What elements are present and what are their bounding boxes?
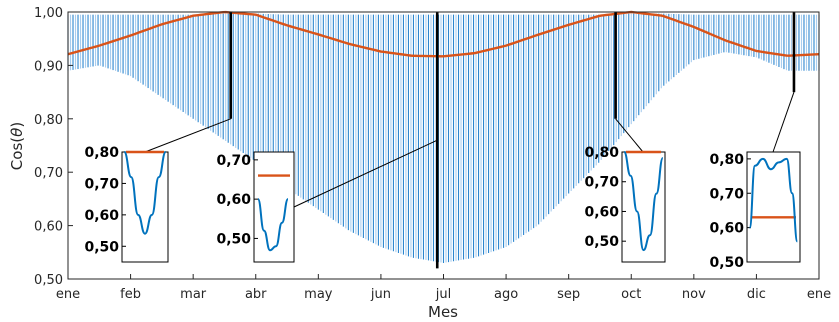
y-tick-label: 1,00 bbox=[34, 6, 63, 21]
x-tick-label: ago bbox=[494, 287, 518, 302]
y-tick-label: 0,50 bbox=[34, 273, 63, 288]
inset-tick-label: 0,80 bbox=[84, 145, 119, 161]
inset-tick-label: 0,70 bbox=[216, 153, 251, 169]
y-tick-label: 0,70 bbox=[34, 166, 63, 181]
y-tick-label: 0,60 bbox=[34, 220, 63, 235]
inset-connector bbox=[144, 118, 231, 153]
x-tick-label: jul bbox=[435, 287, 451, 302]
inset-connector bbox=[772, 91, 795, 153]
x-tick-label: oct bbox=[621, 287, 641, 302]
curve-series bbox=[67, 10, 820, 58]
inset-tick-label: 0,70 bbox=[584, 175, 619, 191]
inset-blue-curve bbox=[748, 157, 799, 243]
inset-connector bbox=[293, 139, 438, 208]
inset-tick-label: 0,80 bbox=[709, 152, 744, 168]
x-tick-label: abr bbox=[245, 287, 267, 302]
curve-layer bbox=[67, 10, 820, 58]
inset-tick-label: 0,60 bbox=[709, 221, 744, 237]
axis-layer: ene feb mar abr may jun jul ago sep oct nov dic ene0… bbox=[34, 6, 831, 302]
inset-tick-label: 0,60 bbox=[584, 204, 619, 220]
inset-tick-label: 0,70 bbox=[709, 186, 744, 202]
x-tick-label: may bbox=[304, 287, 333, 302]
y-axis-title: Cos(θ) bbox=[8, 122, 26, 170]
inset-tick-label: 0,60 bbox=[84, 208, 119, 224]
x-tick-label: ene bbox=[807, 287, 831, 302]
inset-connector bbox=[615, 118, 644, 153]
inset-3: 0,50 0,60 0,70 0,80 bbox=[584, 145, 666, 263]
inset-tick-label: 0,70 bbox=[84, 176, 119, 192]
inset-4: 0,50 0,60 0,70 0,80 bbox=[709, 151, 801, 271]
inset-2: 0,50 0,60 0,70 bbox=[216, 151, 295, 263]
inset-blue-curve bbox=[123, 151, 167, 235]
inset-blue-curve bbox=[257, 198, 289, 252]
x-tick-label: nov bbox=[682, 287, 706, 302]
x-tick-label: dic bbox=[747, 287, 766, 302]
x-tick-label: jun bbox=[370, 287, 391, 302]
inset-blue-curve bbox=[623, 151, 664, 252]
inset-frame bbox=[746, 151, 801, 263]
x-axis-title: Mes bbox=[428, 303, 458, 321]
x-tick-label: sep bbox=[557, 287, 580, 302]
x-tick-label: ene bbox=[56, 287, 80, 302]
inset-tick-label: 0,50 bbox=[216, 231, 251, 247]
y-tick-label: 0,90 bbox=[34, 59, 63, 74]
inset-frame bbox=[121, 151, 169, 263]
inset-tick-label: 0,80 bbox=[584, 145, 619, 161]
inset-tick-label: 0,50 bbox=[584, 234, 619, 250]
inset-tick-label: 0,50 bbox=[84, 239, 119, 255]
inset-layer: 0,50 0,60 0,70 0,80 0,50 0,60 0,70 0,50 0,60 0,70… bbox=[84, 91, 801, 271]
x-tick-label: feb bbox=[120, 287, 141, 302]
y-tick-label: 0,80 bbox=[34, 113, 63, 128]
x-tick-label: mar bbox=[180, 287, 207, 302]
inset-tick-label: 0,50 bbox=[709, 255, 744, 271]
inset-1: 0,50 0,60 0,70 0,80 bbox=[84, 145, 169, 263]
inset-frame bbox=[253, 151, 295, 263]
inset-tick-label: 0,60 bbox=[216, 192, 251, 208]
